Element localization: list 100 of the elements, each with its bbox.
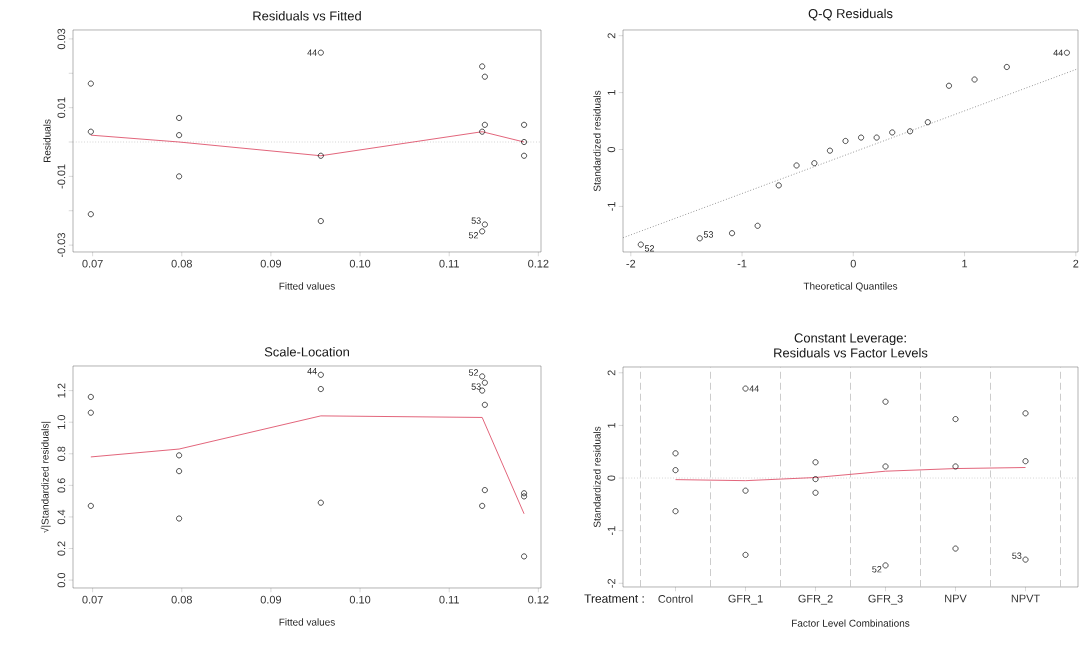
point xyxy=(479,502,486,509)
x-axis-title: Fitted values xyxy=(279,282,335,290)
point xyxy=(842,138,849,144)
text: Treatment : xyxy=(584,594,644,603)
annotation: 53 xyxy=(471,217,481,224)
x-tick-label: 1 xyxy=(962,259,968,268)
point xyxy=(479,373,486,380)
point xyxy=(176,115,183,121)
point xyxy=(481,401,488,408)
point xyxy=(481,73,488,80)
point xyxy=(889,129,896,136)
x-tick-label: -1 xyxy=(737,259,747,268)
point xyxy=(637,241,644,248)
x-tick-label: Control xyxy=(658,594,693,603)
x-tick-label: 0.09 xyxy=(260,259,282,268)
x-tick-label: 0.10 xyxy=(349,595,371,604)
point xyxy=(1022,458,1029,465)
point xyxy=(952,463,959,470)
x-tick-label: 0.08 xyxy=(171,595,192,604)
point xyxy=(742,551,749,558)
point xyxy=(481,221,488,228)
y-axis-title: Standardized residuals xyxy=(593,90,601,192)
y-axis-title: √|Standardized residuals| xyxy=(40,421,51,533)
line-series xyxy=(90,131,525,157)
point xyxy=(952,545,959,552)
point xyxy=(317,152,324,159)
point xyxy=(481,121,488,128)
y-tick-label: 1.2 xyxy=(57,383,66,398)
annotation: 52 xyxy=(872,566,882,573)
y-tick-label: 0.4 xyxy=(57,509,66,525)
annotation: 53 xyxy=(1012,552,1022,559)
y-tick-label: 0 xyxy=(607,475,616,481)
point xyxy=(924,119,931,126)
y-tick-label: 2 xyxy=(607,33,616,39)
point xyxy=(672,450,679,457)
y-tick-label: 0.01 xyxy=(57,97,66,118)
point xyxy=(87,211,94,218)
point xyxy=(176,515,183,522)
y-tick-label: 0.6 xyxy=(57,478,66,493)
annotation: 52 xyxy=(468,369,479,376)
x-axis-title: Fitted values xyxy=(279,618,335,626)
y-tick-label: 0.03 xyxy=(57,28,66,50)
point xyxy=(882,398,889,405)
x-tick-label: 2 xyxy=(1073,259,1079,268)
point xyxy=(176,468,183,475)
x-tick-label: GFR_2 xyxy=(798,594,833,605)
x-tick-label: 0.08 xyxy=(171,259,192,268)
point xyxy=(952,416,959,423)
x-tick-label: GFR_3 xyxy=(868,594,903,605)
y-tick-label: 1.0 xyxy=(57,415,66,429)
x-axis-title: Factor Level Combinations xyxy=(792,619,910,627)
y-tick-label: 2 xyxy=(607,370,616,376)
point xyxy=(672,467,679,474)
point xyxy=(481,379,488,386)
point xyxy=(811,160,818,167)
y-tick-label: -1 xyxy=(607,526,616,536)
point xyxy=(176,452,183,459)
point xyxy=(1022,556,1029,563)
chart-title: Residuals vs Fitted xyxy=(253,10,361,21)
y-tick-label: -2 xyxy=(607,578,616,588)
annotation: 44 xyxy=(307,367,317,375)
point xyxy=(521,553,528,560)
point xyxy=(317,386,324,392)
point xyxy=(87,80,94,87)
point xyxy=(946,82,952,89)
point xyxy=(87,393,94,400)
x-tick-label: 0.07 xyxy=(82,595,103,604)
point xyxy=(826,147,833,154)
x-tick-label: 0.11 xyxy=(439,259,459,268)
point xyxy=(87,409,94,416)
y-tick-label: 0.0 xyxy=(57,572,66,588)
x-tick-label: 0 xyxy=(850,259,856,268)
point xyxy=(882,562,889,569)
point xyxy=(479,63,486,70)
x-tick-label: 0.09 xyxy=(260,595,282,604)
point xyxy=(479,228,486,235)
annotation: 53 xyxy=(471,383,481,390)
y-tick-label: 0.2 xyxy=(57,541,66,556)
x-tick-label: 0.11 xyxy=(439,595,459,604)
point xyxy=(317,49,324,56)
point xyxy=(971,76,978,83)
chart-title: Q-Q Residuals xyxy=(808,8,893,21)
annotation: 52 xyxy=(644,245,655,252)
point xyxy=(742,385,749,392)
point xyxy=(521,139,528,145)
point xyxy=(521,490,528,497)
point xyxy=(479,128,486,135)
x-axis-title: Theoretical Quantiles xyxy=(803,282,898,292)
y-tick-label: -0.03 xyxy=(57,233,66,258)
annotation: 44 xyxy=(1053,49,1063,56)
y-tick-label: -1 xyxy=(607,202,616,211)
point xyxy=(775,182,782,189)
point xyxy=(87,128,94,135)
annotation: 52 xyxy=(468,232,479,239)
point xyxy=(521,152,528,159)
x-tick-label: 0.12 xyxy=(528,259,549,268)
point xyxy=(1063,49,1070,56)
y-tick-label: 1 xyxy=(607,422,616,428)
line-series xyxy=(90,415,525,515)
annotation: 53 xyxy=(703,231,714,238)
